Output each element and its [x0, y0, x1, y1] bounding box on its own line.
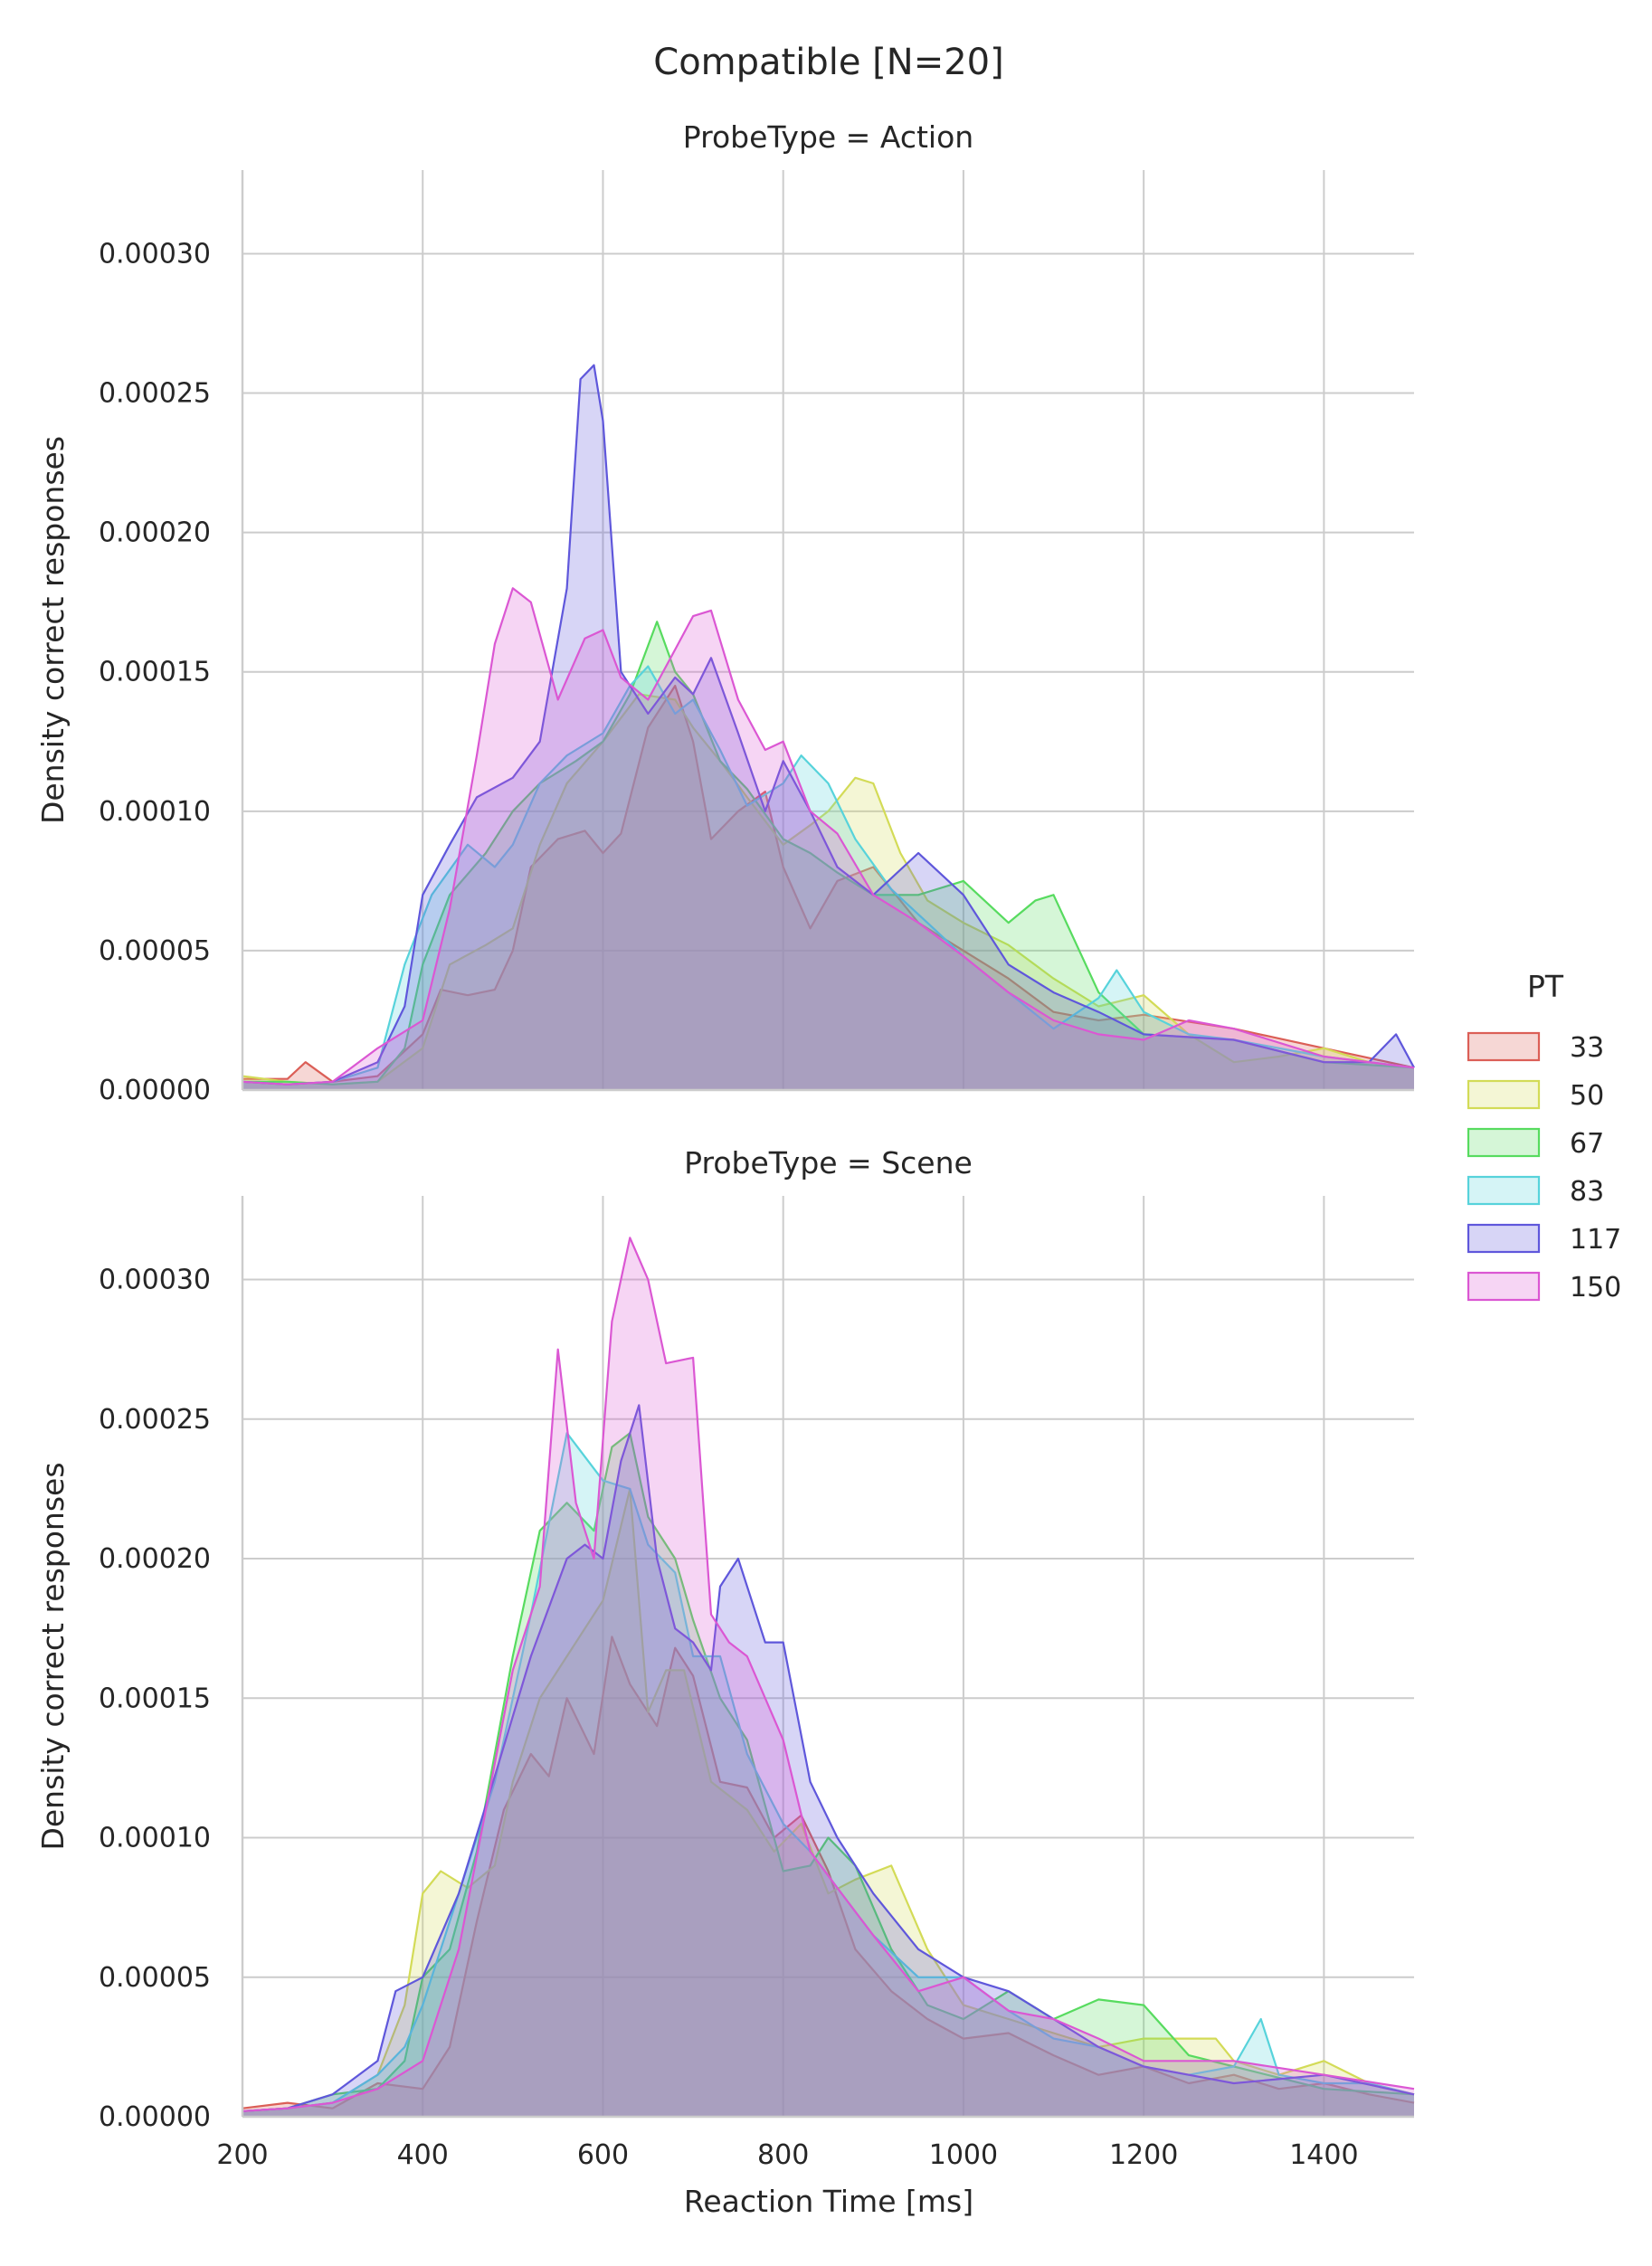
density-area-pt-50 — [242, 694, 1414, 1090]
density-line-pt-50 — [242, 1487, 1415, 2112]
x-tick-label: 1000 — [929, 2139, 998, 2171]
y-tick-label: 0.00020 — [99, 517, 211, 549]
x-tick-label: 1200 — [1109, 2139, 1178, 2171]
legend-label: 150 — [1570, 1272, 1621, 1304]
density-area-pt-33 — [242, 686, 1414, 1090]
legend-entry-pt-117: 117 — [1467, 1223, 1621, 1256]
density-line-pt-83 — [242, 665, 1415, 1086]
density-area-pt-67 — [242, 1433, 1414, 2117]
density-line-pt-67 — [242, 621, 1415, 1086]
panel-action: ProbeType = Action 0.00000 0.00005 0.00010 0… — [35, 119, 1415, 1106]
y-tick-label: 0.00030 — [99, 238, 211, 270]
x-tick-label: 1400 — [1289, 2139, 1358, 2171]
density-line-pt-150 — [242, 1237, 1415, 2112]
legend-swatch — [1467, 1223, 1541, 1254]
panel-scene: ProbeType = Scene 0.00000 0.00005 0.00010 0.… — [35, 1145, 1415, 2171]
legend-label: 50 — [1570, 1080, 1604, 1112]
y-tick-label: 0.00015 — [99, 657, 211, 688]
legend-label: 67 — [1570, 1128, 1604, 1160]
y-tick-label: 0.00005 — [99, 935, 211, 967]
panel-title: ProbeType = Scene — [684, 1145, 973, 1180]
y-axis-title: Density correct responses — [35, 436, 71, 824]
y-tick-label: 0.00005 — [99, 1962, 211, 1994]
y-tick-label: 0.00020 — [99, 1543, 211, 1575]
density-area-pt-83 — [242, 1433, 1414, 2117]
y-tick-label: 0.00000 — [99, 2101, 211, 2133]
panel-title: ProbeType = Action — [683, 119, 973, 155]
legend-label: 83 — [1570, 1176, 1604, 1208]
legend-swatch — [1467, 1031, 1541, 1062]
legend-entry-pt-50: 50 — [1467, 1079, 1604, 1112]
legend-label: 33 — [1570, 1032, 1604, 1064]
legend-entry-pt-150: 150 — [1467, 1271, 1621, 1304]
density-line-pt-33 — [242, 1636, 1415, 2110]
legend-swatch — [1467, 1127, 1541, 1158]
legend-entry-pt-33: 33 — [1467, 1031, 1604, 1064]
legend-title: PT — [1527, 969, 1564, 1004]
legend-swatch — [1467, 1271, 1541, 1302]
y-tick-label: 0.00030 — [99, 1265, 211, 1296]
x-tick-label: 200 — [216, 2139, 268, 2171]
density-line-pt-50 — [242, 693, 1415, 1086]
density-line-pt-83 — [242, 1432, 1415, 2112]
y-axis-title: Density correct responses — [35, 1462, 71, 1850]
density-line-pt-150 — [242, 587, 1415, 1086]
legend: PT 33 50 67 83 117 150 — [1467, 969, 1621, 1304]
x-tick-label: 600 — [577, 2139, 629, 2171]
density-area-pt-117 — [242, 365, 1414, 1090]
legend-swatch — [1467, 1079, 1541, 1110]
density-area-pt-67 — [242, 621, 1414, 1090]
y-tick-label: 0.00000 — [99, 1075, 211, 1106]
density-line-pt-117 — [242, 1404, 1415, 2112]
legend-entry-pt-67: 67 — [1467, 1127, 1604, 1160]
legend-entry-pt-83: 83 — [1467, 1175, 1604, 1208]
legend-label: 117 — [1570, 1224, 1621, 1256]
y-tick-label: 0.00025 — [99, 1404, 211, 1436]
density-area-pt-150 — [242, 588, 1414, 1090]
x-axis-title: Reaction Time [ms] — [684, 2184, 973, 2219]
x-tick-label: 400 — [397, 2139, 449, 2171]
legend-swatch — [1467, 1175, 1541, 1206]
density-area-pt-50 — [242, 1488, 1414, 2117]
panels-layer: ProbeType = Action 0.00000 0.00005 0.00010 0… — [35, 119, 1415, 2171]
x-tick-label: 800 — [757, 2139, 809, 2171]
chart-title: Compatible [N=20] — [653, 42, 1003, 83]
density-area-pt-150 — [242, 1237, 1414, 2117]
y-tick-label: 0.00010 — [99, 796, 211, 828]
y-tick-label: 0.00025 — [99, 378, 211, 410]
y-tick-label: 0.00015 — [99, 1683, 211, 1714]
density-area-pt-117 — [242, 1405, 1414, 2117]
density-line-pt-117 — [242, 364, 1415, 1086]
y-tick-label: 0.00010 — [99, 1823, 211, 1854]
density-area-pt-83 — [242, 666, 1414, 1090]
